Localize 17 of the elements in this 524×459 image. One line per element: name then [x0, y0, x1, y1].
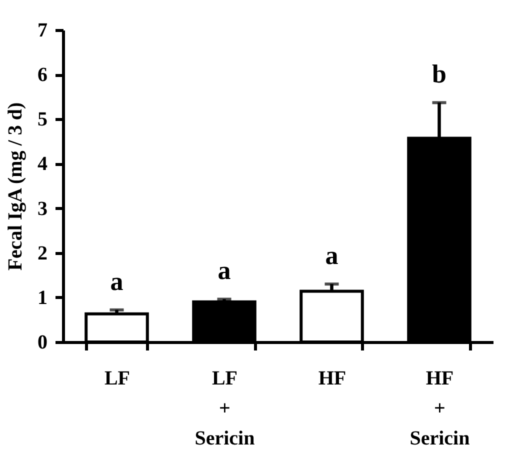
y-tick-label: 6 — [38, 64, 48, 86]
y-tick-label: 1 — [38, 286, 48, 309]
y-tick-label: 7 — [38, 20, 48, 42]
annotation: a — [110, 266, 124, 296]
y-tick-label: 4 — [38, 153, 48, 176]
x-tick-label: HF — [318, 368, 346, 390]
annotation: a — [325, 241, 338, 270]
y-tick-label: 2 — [38, 242, 48, 264]
y-tick-label: 0 — [38, 332, 48, 354]
annotation: b — [432, 60, 446, 89]
x-tick-label: LF + Sericin — [194, 368, 255, 450]
x-tick-label: LF — [104, 368, 130, 390]
annotation: a — [218, 256, 231, 286]
y-tick-label: 3 — [38, 198, 48, 220]
y-tick-label: 5 — [38, 108, 48, 131]
x-tick-label: HF + Sericin — [410, 368, 470, 450]
y-axis-title: Fecal IgA (mg / 3 d) — [4, 102, 26, 271]
